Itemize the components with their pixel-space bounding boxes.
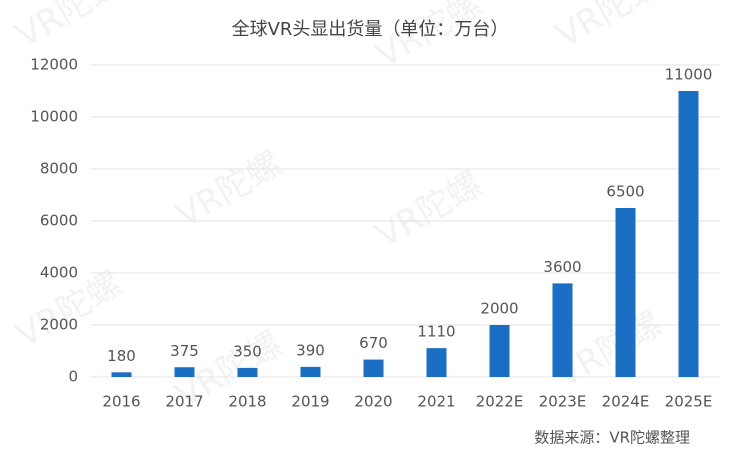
- chart-title: 全球VR头显出货量（单位：万台）: [232, 19, 509, 40]
- y-tick-label: 12000: [30, 56, 78, 74]
- source-note: 数据来源：VR陀螺整理: [534, 429, 690, 447]
- x-tick-label: 2019: [291, 393, 329, 411]
- bar: [363, 359, 384, 377]
- bar: [426, 348, 447, 377]
- y-tick-label: 6000: [40, 212, 78, 230]
- x-tick-label: 2022E: [476, 393, 524, 411]
- bar: [489, 325, 510, 377]
- data-label: 11000: [665, 66, 713, 84]
- data-label: 6500: [606, 183, 644, 201]
- bar: [111, 372, 132, 377]
- x-tick-label: 2023E: [539, 393, 587, 411]
- y-tick-label: 2000: [40, 316, 78, 334]
- x-tick-label: 2018: [228, 393, 266, 411]
- x-tick-label: 2025E: [665, 393, 713, 411]
- data-label: 670: [359, 334, 388, 352]
- watermark: VR陀螺: [169, 144, 288, 236]
- x-tick-label: 2024E: [602, 393, 650, 411]
- watermark: VR陀螺: [9, 0, 128, 56]
- y-tick-label: 4000: [40, 264, 78, 282]
- x-tick-label: 2021: [417, 393, 455, 411]
- bar: [552, 283, 573, 377]
- watermark: VR陀螺: [369, 164, 488, 256]
- data-label: 2000: [480, 300, 518, 318]
- y-tick-label: 8000: [40, 160, 78, 178]
- bar: [615, 208, 636, 377]
- data-label: 375: [170, 342, 199, 360]
- bar: [300, 366, 321, 377]
- data-label: 180: [107, 347, 136, 365]
- y-tick-label: 10000: [30, 108, 78, 126]
- x-tick-label: 2017: [165, 393, 203, 411]
- bar: [174, 367, 195, 377]
- bar: [237, 367, 258, 377]
- data-label: 390: [296, 341, 325, 359]
- bar: [678, 91, 699, 377]
- x-tick-label: 2016: [102, 393, 140, 411]
- data-label: 1110: [417, 323, 455, 341]
- y-tick-label: 0: [68, 368, 78, 386]
- x-tick-label: 2020: [354, 393, 392, 411]
- data-label: 350: [233, 342, 262, 360]
- data-label: 3600: [543, 258, 581, 276]
- watermark: VR陀螺: [549, 0, 668, 56]
